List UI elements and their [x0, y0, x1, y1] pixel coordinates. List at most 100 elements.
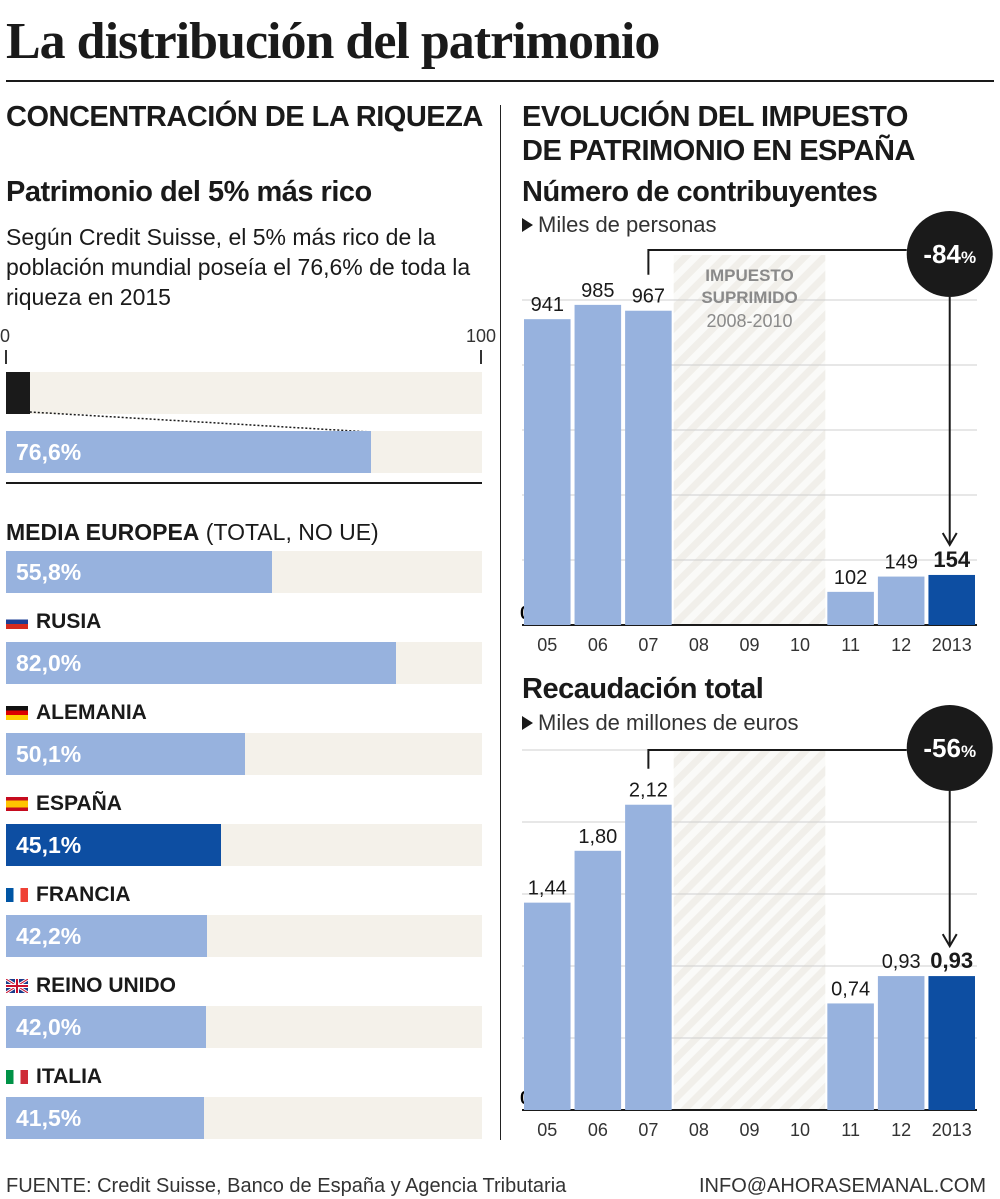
- country-name: ITALIA: [36, 1065, 103, 1088]
- country-value: 42,0%: [16, 1014, 82, 1040]
- data-label: 149: [884, 552, 917, 574]
- intro-text: Según Credit Suisse, el 5% más rico de l…: [6, 224, 471, 310]
- world-wealth-bar: 76,6%: [6, 431, 371, 473]
- title-rule: [6, 80, 994, 82]
- europe-label: MEDIA EUROPEA (TOTAL, NO UE): [6, 519, 379, 546]
- column-divider: [500, 105, 501, 1140]
- x-tick-label: 09: [739, 635, 759, 655]
- x-tick-label: 06: [588, 1120, 608, 1140]
- world-wealth-value: 76,6%: [16, 439, 82, 465]
- europe-value: 55,8%: [16, 559, 82, 585]
- country-value: 45,1%: [16, 832, 82, 858]
- bar: [827, 591, 874, 625]
- europe-label-bold: MEDIA EUROPEA: [6, 519, 200, 545]
- france-flag-icon: [6, 888, 28, 902]
- country-bar: 42,2%: [6, 915, 207, 957]
- data-label: 941: [531, 294, 564, 316]
- country-label: ITALIA: [6, 1065, 102, 1089]
- data-label: 967: [632, 286, 665, 308]
- x-tick-label: 06: [588, 635, 608, 655]
- x-tick-label: 05: [537, 1120, 557, 1140]
- x-tick-label: 08: [689, 1120, 709, 1140]
- change-circle: [906, 705, 993, 791]
- bar: [928, 976, 975, 1110]
- country-name: ALEMANIA: [36, 701, 147, 724]
- country-bar: 82,0%: [6, 642, 397, 684]
- country-label: ALEMANIA: [6, 701, 147, 725]
- page-title: La distribución del patrimonio: [6, 13, 660, 70]
- bar: [928, 574, 975, 625]
- data-label: 0,93: [930, 948, 973, 973]
- scale-max-label: 100: [466, 326, 497, 346]
- country-name: RUSIA: [36, 610, 102, 633]
- annotation-title-2: SUPRIMIDO: [701, 288, 797, 307]
- data-label: 154: [933, 547, 970, 572]
- bar: [877, 576, 925, 625]
- bar: [524, 902, 571, 1110]
- germany-flag-icon: [6, 706, 28, 720]
- scale-min-tick: [5, 350, 7, 364]
- footer-contact: INFO@AHORASEMANAL.COM: [698, 1175, 986, 1197]
- data-label: 985: [581, 280, 614, 302]
- bar: [574, 850, 622, 1110]
- data-label: 0,74: [831, 978, 870, 1000]
- data-label: 1,44: [528, 878, 567, 900]
- suppressed-period-area: [673, 255, 826, 625]
- arrow-head-icon: [941, 933, 958, 949]
- x-tick-label: 11: [841, 635, 860, 655]
- annotation-years: 2008-2010: [706, 311, 792, 331]
- data-label: 1,80: [578, 826, 617, 848]
- footer-source: FUENTE: Credit Suisse, Banco de España y…: [6, 1175, 567, 1197]
- country-label: ESPAÑA: [6, 792, 122, 816]
- country-bar: 42,0%: [6, 1006, 206, 1048]
- connector-line: [29, 411, 371, 433]
- x-tick-label: 12: [891, 1120, 911, 1140]
- country-track: 50,1%: [6, 733, 482, 775]
- triangle-icon: [522, 218, 533, 232]
- x-tick-label: 05: [537, 635, 557, 655]
- connector-line: [647, 249, 907, 275]
- x-tick-label: 10: [790, 635, 810, 655]
- data-label: 2,12: [629, 780, 668, 802]
- bar: [625, 310, 672, 625]
- suppressed-period-area: [673, 750, 826, 1110]
- country-track: 45,1%: [6, 824, 482, 866]
- bar: [574, 304, 622, 625]
- x-tick-label: 10: [790, 1120, 810, 1140]
- country-track: 42,0%: [6, 1006, 482, 1048]
- connector-line: [647, 749, 907, 769]
- country-value: 42,2%: [16, 923, 82, 949]
- bar: [524, 319, 571, 625]
- country-track: 41,5%: [6, 1097, 482, 1139]
- country-bar: 41,5%: [6, 1097, 204, 1139]
- world-wealth-track: 76,6%: [6, 431, 482, 473]
- country-name: REINO UNIDO: [36, 974, 177, 997]
- country-value: 50,1%: [16, 741, 82, 767]
- x-tick-label: 08: [689, 635, 709, 655]
- uk-flag-icon: [5, 975, 29, 995]
- russia-flag-icon: [6, 615, 28, 629]
- country-label: REINO UNIDO: [5, 974, 177, 998]
- italy-flag-icon: [6, 1070, 28, 1084]
- country-bar: 45,1%: [6, 824, 221, 866]
- annotation-title-1: IMPUESTO: [705, 266, 793, 285]
- chart2-unit: Miles de millones de euros: [522, 710, 798, 736]
- x-tick-label: 12: [891, 635, 911, 655]
- chart-recaudacion: 0051,44061,80072,12080910110,74120,93201…: [520, 705, 993, 1140]
- europe-track: 55,8%: [6, 551, 482, 593]
- x-tick-label: 09: [739, 1120, 759, 1140]
- left-section-heading: CONCENTRACIÓN DE LA RIQUEZA: [6, 101, 483, 133]
- bar: [625, 804, 672, 1110]
- country-track: 42,2%: [6, 915, 482, 957]
- right-heading-line2: DE PATRIMONIO EN ESPAÑA: [522, 135, 915, 167]
- x-tick-label: 07: [638, 1120, 658, 1140]
- country-label: FRANCIA: [6, 883, 131, 907]
- arrow-head-icon: [941, 532, 958, 547]
- x-tick-label: 2013: [932, 635, 972, 655]
- country-label: RUSIA: [6, 610, 101, 634]
- country-track: 82,0%: [6, 642, 482, 684]
- bar: [827, 1003, 874, 1110]
- left-subheading: Patrimonio del 5% más rico: [6, 176, 372, 208]
- country-name: ESPAÑA: [36, 792, 122, 815]
- chart-contribuyentes: 005941069850796708091011102121492013154I…: [520, 211, 993, 655]
